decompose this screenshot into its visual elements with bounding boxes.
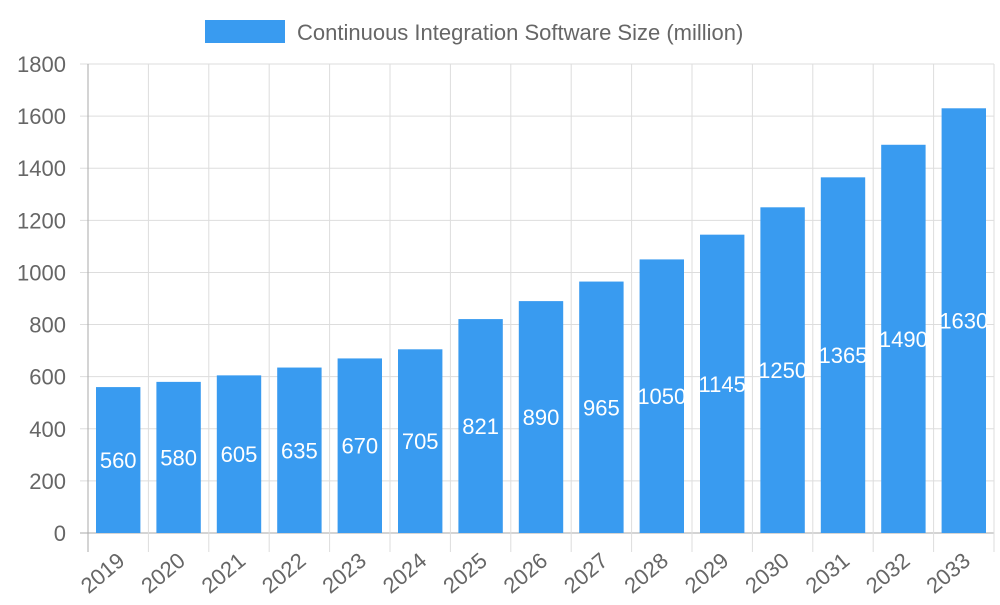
y-tick-label: 800 bbox=[29, 313, 66, 338]
bar-2021 bbox=[216, 375, 262, 533]
x-tick-label: 2020 bbox=[136, 548, 190, 599]
bar-2028 bbox=[639, 259, 684, 533]
x-tick-label: 2026 bbox=[499, 548, 553, 599]
y-tick-label: 1400 bbox=[17, 156, 66, 181]
legend: Continuous Integration Software Size (mi… bbox=[205, 20, 743, 45]
bar-2029 bbox=[700, 234, 745, 534]
data-label: 560 bbox=[100, 448, 137, 473]
bar-2023 bbox=[337, 358, 382, 533]
bar-2024 bbox=[398, 349, 443, 533]
data-label: 1630 bbox=[939, 309, 988, 334]
bar-2027 bbox=[579, 281, 624, 533]
x-tick-label: 2029 bbox=[680, 548, 734, 599]
x-tick-label: 2021 bbox=[197, 548, 251, 599]
data-label: 890 bbox=[523, 405, 560, 430]
data-label: 705 bbox=[402, 429, 439, 454]
x-tick-label: 2030 bbox=[740, 548, 794, 599]
data-label: 670 bbox=[341, 434, 378, 459]
x-tick-label: 2025 bbox=[438, 548, 492, 599]
x-tick-label: 2019 bbox=[76, 548, 130, 599]
bar-2019 bbox=[96, 387, 141, 533]
y-tick-label: 0 bbox=[54, 521, 66, 546]
legend-swatch bbox=[205, 20, 285, 43]
y-tick-label: 400 bbox=[29, 417, 66, 442]
data-label: 821 bbox=[462, 414, 499, 439]
y-tick-label: 1200 bbox=[17, 208, 66, 233]
y-tick-label: 1600 bbox=[17, 104, 66, 129]
data-label: 1050 bbox=[637, 384, 686, 409]
x-tick-label: 2028 bbox=[619, 548, 673, 599]
bar-2032 bbox=[881, 144, 926, 533]
data-label: 1145 bbox=[699, 372, 746, 397]
bar-2031 bbox=[820, 177, 866, 533]
x-tick-label: 2023 bbox=[317, 548, 371, 599]
bar-2026 bbox=[518, 301, 564, 533]
data-label: 635 bbox=[281, 438, 318, 463]
data-label: 1250 bbox=[758, 358, 807, 383]
x-tick-label: 2022 bbox=[257, 548, 311, 599]
y-tick-label: 600 bbox=[29, 365, 66, 390]
data-label: 1365 bbox=[819, 343, 868, 368]
data-label: 1490 bbox=[879, 327, 928, 352]
x-tick-label: 2032 bbox=[861, 548, 915, 599]
x-tick-label: 2024 bbox=[378, 548, 432, 599]
bar-2030 bbox=[760, 207, 805, 534]
bar-2025 bbox=[458, 319, 503, 533]
y-tick-label: 1000 bbox=[17, 260, 66, 285]
legend-label: Continuous Integration Software Size (mi… bbox=[297, 20, 743, 45]
data-label: 580 bbox=[160, 445, 197, 470]
bar-2033 bbox=[941, 108, 986, 534]
x-tick-label: 2033 bbox=[921, 548, 975, 599]
y-tick-label: 200 bbox=[29, 469, 66, 494]
bar-2020 bbox=[156, 381, 201, 533]
bar-2022 bbox=[277, 367, 322, 533]
x-tick-label: 2031 bbox=[801, 548, 855, 599]
bars: 560 580 605 635 670 705 821 890 965 1050 1145 1250 1… bbox=[96, 108, 988, 534]
grid bbox=[80, 63, 995, 552]
x-tick-label: 2027 bbox=[559, 548, 613, 599]
y-tick-label: 1800 bbox=[17, 52, 66, 77]
data-label: 965 bbox=[583, 395, 620, 420]
data-label: 605 bbox=[221, 442, 258, 467]
